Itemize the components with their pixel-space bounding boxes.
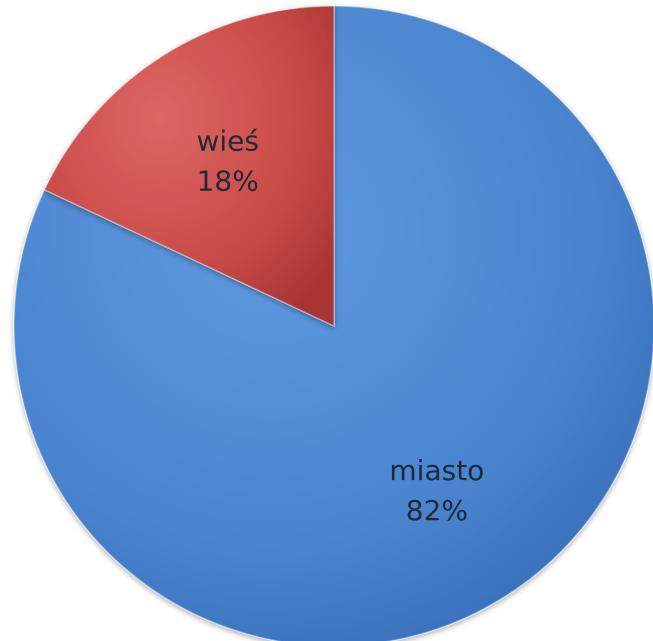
pie-slice-miasto — [13, 5, 653, 641]
pie-slice-name-wieś: wieś — [196, 124, 259, 157]
pie-labels: miasto 82% wieś 18% — [196, 124, 484, 527]
pie-slice-name-miasto: miasto — [389, 454, 484, 487]
pie-slices — [13, 5, 653, 641]
pie-slice-value-wieś: 18% — [197, 164, 259, 197]
pie-slice-value-miasto: 82% — [406, 494, 468, 527]
pie-slice-wieś — [43, 5, 335, 328]
